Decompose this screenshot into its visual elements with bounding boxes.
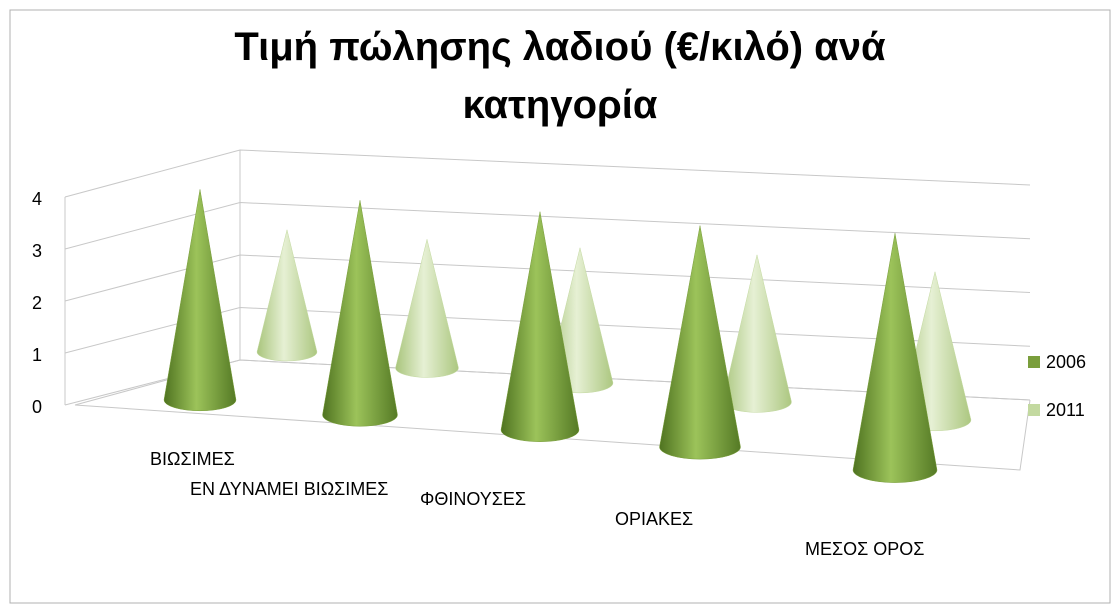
x-tick-label: ΒΙΩΣΙΜΕΣ xyxy=(150,449,235,469)
grid-line xyxy=(64,149,1031,198)
grid-line xyxy=(64,201,1031,250)
chart-title: Τιμή πώλησης λαδιού (€/κιλό) ανά κατηγορ… xyxy=(234,25,886,127)
floor-front-edge xyxy=(74,399,1031,471)
legend-swatch xyxy=(1028,356,1040,368)
y-tick-label: 0 xyxy=(32,397,42,417)
cone xyxy=(500,211,580,442)
x-tick-label: ΜΕΣΟΣ ΟΡΟΣ xyxy=(805,539,924,559)
y-tick-label: 2 xyxy=(32,293,42,313)
cone xyxy=(163,189,237,412)
legend-swatch xyxy=(1028,404,1040,416)
x-tick-label: ΦΘΙΝΟΥΣΕΣ xyxy=(420,489,526,509)
x-tick-label: ΕΝ ΔΥΝΑΜΕΙ ΒΙΩΣΙΜΕΣ xyxy=(190,479,388,499)
legend-label: 2011 xyxy=(1046,400,1085,420)
cone xyxy=(852,233,938,483)
y-tick-label: 3 xyxy=(32,241,42,261)
x-tick-label: ΟΡΙΑΚΕΣ xyxy=(615,509,693,529)
cone xyxy=(659,225,741,460)
cone xyxy=(395,239,459,378)
chart-border xyxy=(9,9,1111,604)
y-tick-label: 1 xyxy=(32,345,42,365)
cone xyxy=(322,200,398,427)
cone xyxy=(256,229,318,362)
marks xyxy=(163,189,972,483)
legend-label: 2006 xyxy=(1046,352,1086,372)
y-tick-label: 4 xyxy=(32,189,42,209)
